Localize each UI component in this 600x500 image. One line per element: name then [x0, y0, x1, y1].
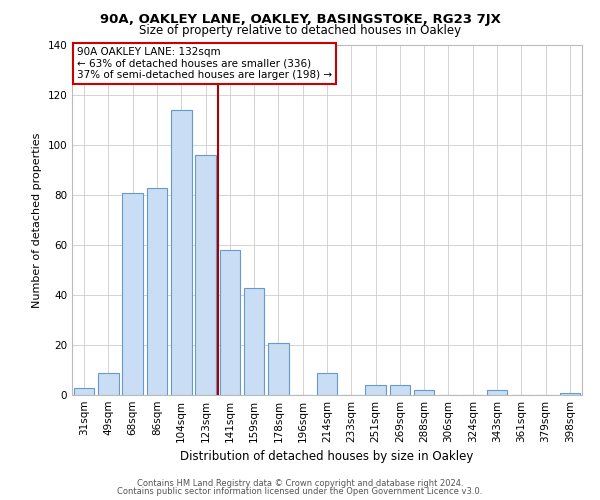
Bar [268, 342, 289, 395]
Bar [365, 385, 386, 395]
Text: Contains public sector information licensed under the Open Government Licence v3: Contains public sector information licen… [118, 487, 482, 496]
Bar [122, 192, 143, 395]
X-axis label: Distribution of detached houses by size in Oakley: Distribution of detached houses by size … [181, 450, 473, 464]
Y-axis label: Number of detached properties: Number of detached properties [32, 132, 42, 308]
Bar [171, 110, 191, 395]
Bar [146, 188, 167, 395]
Bar [98, 372, 119, 395]
Bar [414, 390, 434, 395]
Bar [487, 390, 508, 395]
Text: 90A, OAKLEY LANE, OAKLEY, BASINGSTOKE, RG23 7JX: 90A, OAKLEY LANE, OAKLEY, BASINGSTOKE, R… [100, 12, 500, 26]
Bar [195, 155, 216, 395]
Bar [560, 392, 580, 395]
Bar [317, 372, 337, 395]
Bar [389, 385, 410, 395]
Bar [74, 388, 94, 395]
Text: Size of property relative to detached houses in Oakley: Size of property relative to detached ho… [139, 24, 461, 37]
Bar [220, 250, 240, 395]
Text: Contains HM Land Registry data © Crown copyright and database right 2024.: Contains HM Land Registry data © Crown c… [137, 478, 463, 488]
Bar [244, 288, 265, 395]
Text: 90A OAKLEY LANE: 132sqm
← 63% of detached houses are smaller (336)
37% of semi-d: 90A OAKLEY LANE: 132sqm ← 63% of detache… [77, 47, 332, 80]
